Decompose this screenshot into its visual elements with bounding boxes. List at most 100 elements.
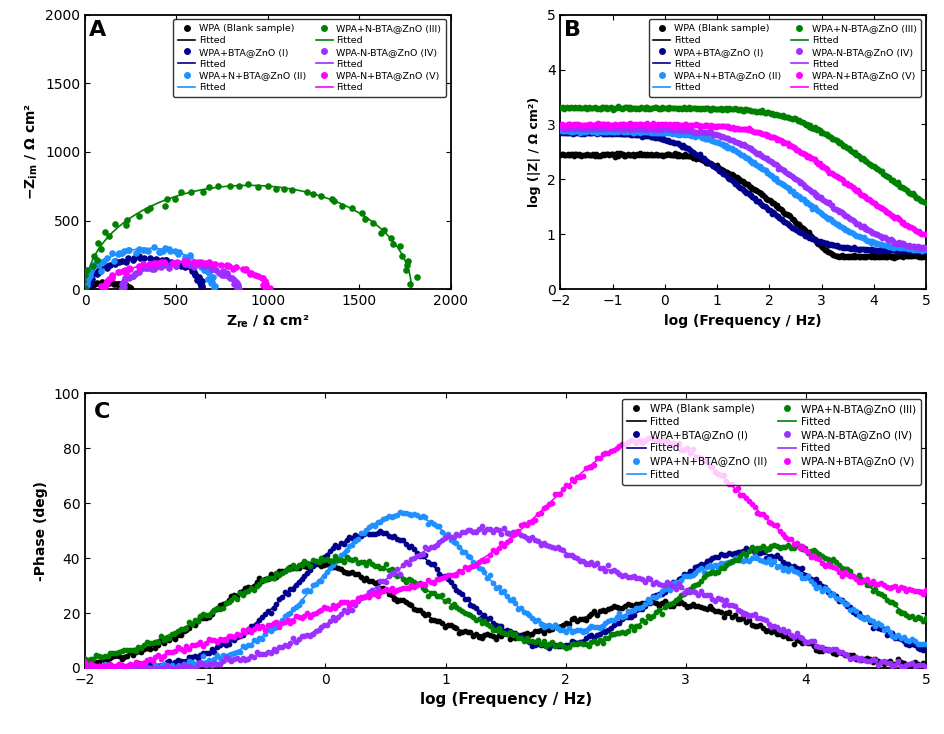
- Point: [465, 560, 480, 572]
- Point: [898, 240, 913, 252]
- Point: [589, 621, 604, 633]
- Point: [668, 118, 683, 130]
- Point: [395, 534, 410, 546]
- Point: [524, 636, 539, 647]
- Point: [631, 149, 646, 161]
- Point: [659, 135, 674, 147]
- Point: [565, 102, 581, 114]
- Point: [173, 643, 188, 655]
- Point: [115, 265, 130, 277]
- Point: [400, 558, 415, 570]
- Point: [788, 628, 803, 639]
- Point: [606, 123, 621, 135]
- Point: [339, 534, 354, 545]
- Point: [825, 588, 840, 600]
- Point: [547, 619, 562, 631]
- Point: [255, 574, 270, 586]
- Point: [136, 244, 151, 255]
- Point: [560, 148, 575, 160]
- Point: [569, 123, 584, 134]
- Point: [912, 586, 927, 598]
- Point: [583, 636, 598, 648]
- Point: [787, 189, 802, 200]
- Point: [583, 629, 598, 641]
- Point: [669, 124, 684, 136]
- Point: [373, 227, 388, 239]
- Point: [299, 607, 314, 619]
- Point: [679, 569, 694, 581]
- Point: [879, 233, 894, 245]
- Point: [897, 244, 912, 255]
- Point: [823, 200, 838, 211]
- Point: [798, 149, 813, 161]
- Point: [618, 119, 633, 131]
- Point: [728, 137, 743, 148]
- Point: [434, 573, 449, 584]
- Point: [784, 213, 799, 225]
- Point: [569, 471, 584, 483]
- Point: [844, 242, 859, 254]
- Point: [359, 572, 374, 584]
- Point: [142, 637, 157, 649]
- Point: [910, 193, 925, 205]
- Point: [730, 613, 745, 625]
- Point: [794, 632, 809, 644]
- Point: [414, 550, 430, 562]
- Point: [555, 148, 570, 160]
- Point: [834, 647, 849, 658]
- Point: [759, 153, 774, 164]
- Point: [765, 206, 780, 218]
- Point: [193, 636, 208, 648]
- Point: [621, 103, 636, 115]
- Point: [544, 639, 559, 651]
- Point: [634, 102, 649, 114]
- Point: [709, 159, 724, 171]
- Point: [864, 228, 879, 239]
- Text: A: A: [89, 20, 106, 40]
- Point: [463, 626, 478, 638]
- Point: [443, 576, 458, 588]
- Point: [684, 569, 700, 581]
- Point: [110, 277, 125, 289]
- Point: [417, 609, 432, 621]
- Point: [897, 219, 912, 230]
- Point: [840, 250, 855, 262]
- Point: [609, 148, 624, 159]
- Point: [569, 118, 584, 130]
- Point: [578, 150, 593, 161]
- Point: [370, 577, 385, 589]
- Point: [108, 258, 123, 270]
- Point: [785, 638, 801, 650]
- Point: [689, 153, 704, 164]
- Point: [302, 559, 317, 571]
- Point: [207, 647, 222, 658]
- Point: [746, 192, 761, 203]
- Point: [639, 594, 654, 606]
- Point: [813, 207, 828, 219]
- Point: [183, 186, 198, 197]
- Point: [707, 551, 722, 563]
- Point: [754, 199, 769, 211]
- Point: [822, 644, 837, 656]
- Point: [848, 651, 863, 663]
- Point: [86, 655, 101, 667]
- Point: [894, 217, 909, 228]
- Point: [614, 119, 629, 131]
- Point: [598, 148, 614, 159]
- Point: [771, 553, 786, 564]
- Point: [707, 567, 722, 578]
- Point: [553, 102, 568, 114]
- Point: [353, 571, 368, 583]
- Point: [819, 553, 834, 564]
- Point: [764, 208, 779, 219]
- Point: [524, 640, 539, 652]
- Point: [595, 123, 610, 134]
- Point: [552, 640, 567, 652]
- Point: [706, 160, 721, 172]
- Point: [749, 148, 764, 160]
- Point: [739, 152, 754, 164]
- Point: [258, 628, 273, 639]
- Point: [117, 662, 132, 674]
- Point: [744, 183, 759, 195]
- Point: [622, 117, 637, 129]
